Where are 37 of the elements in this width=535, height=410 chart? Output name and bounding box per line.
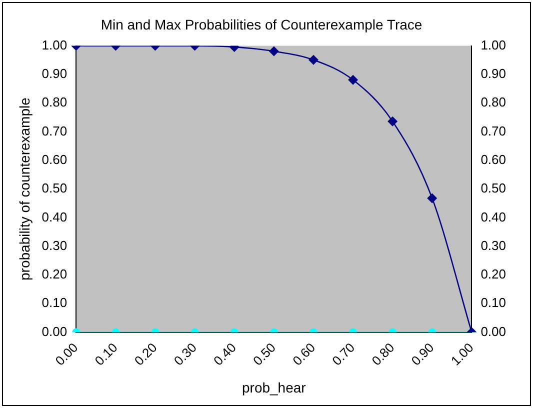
x-tick-label: 1.00 (448, 340, 476, 368)
y2-tick-label: 0.10 (480, 295, 506, 310)
point (427, 193, 438, 204)
y-tick-label: 0.70 (42, 123, 68, 138)
y-tick-label: 0.00 (42, 324, 68, 339)
point (388, 116, 398, 126)
x-tick-label: 0.50 (250, 340, 279, 368)
y-tick-label: 0.30 (42, 238, 68, 253)
y-tick-label: 0.20 (42, 266, 68, 282)
y-tick-label: 0.60 (42, 152, 68, 167)
y2-tick-label: 0.40 (480, 209, 506, 224)
x-tick-label: 0.30 (170, 340, 200, 368)
y-tick-label: 0.50 (42, 180, 68, 196)
y-tick-label: 1.00 (42, 37, 68, 52)
y-tick-label: 0.80 (42, 94, 68, 110)
y-tick-label: 0.90 (42, 66, 68, 82)
y2-tick-label: 0.90 (480, 66, 506, 82)
x-tick-label: 0.70 (329, 340, 358, 368)
x-tick-label: 0.10 (92, 340, 120, 368)
x-tick-label: 0.60 (290, 340, 318, 368)
x-tick-label: 0.20 (131, 340, 160, 368)
y2-tick-label: 1.00 (480, 37, 506, 52)
y2-tick-label: 0.70 (480, 123, 506, 138)
x-tick-label: 0.40 (210, 340, 239, 368)
y2-tick-label: 0.30 (480, 238, 506, 253)
y2-tick-label: 0.80 (480, 94, 506, 110)
y-tick-label: 0.10 (42, 295, 68, 310)
x-axis-title: prob_hear (242, 379, 306, 396)
y2-tick-label: 0.60 (480, 152, 506, 167)
y2-tick-label: 0.00 (480, 324, 506, 339)
x-tick-label: 0.80 (368, 340, 398, 368)
x-tick-label: 0.90 (408, 340, 437, 368)
y-tick-label: 0.40 (42, 209, 68, 224)
y2-tick-label: 0.20 (480, 266, 506, 282)
y2-tick-label: 0.50 (480, 180, 506, 196)
chart-title: Min and Max Probabilities of Counterexample Trace (100, 16, 422, 32)
y-axis-title: probability of counterexample (16, 97, 32, 280)
